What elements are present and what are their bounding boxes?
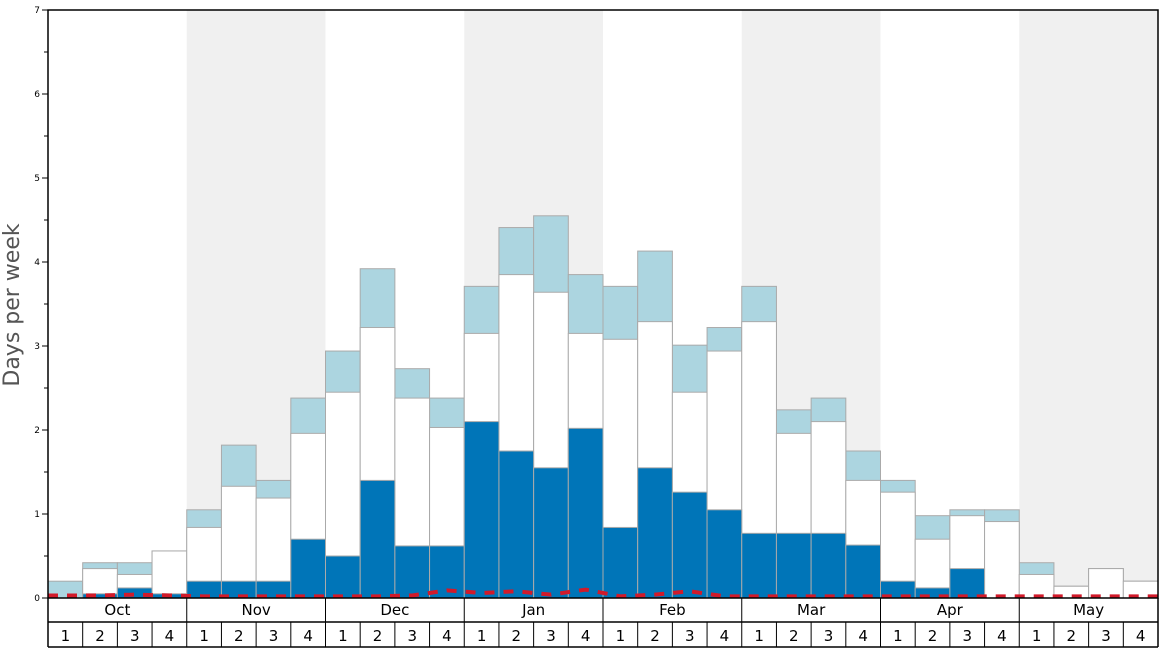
y-tick-label: 4 xyxy=(34,258,40,268)
bar-dark xyxy=(290,538,326,599)
week-label: 2 xyxy=(512,627,522,645)
bar-dark xyxy=(671,491,708,599)
week-label: 3 xyxy=(130,627,140,645)
month-label-dec: Dec xyxy=(380,601,409,619)
bar-dark xyxy=(567,427,604,599)
bar-dark xyxy=(602,526,639,599)
week-label: 1 xyxy=(477,627,487,645)
bar-dark xyxy=(637,467,673,599)
bar-dark xyxy=(741,532,777,599)
bar-dark xyxy=(533,467,569,599)
y-tick-label: 0 xyxy=(34,594,40,604)
week-label: 4 xyxy=(858,627,868,645)
dashed-series xyxy=(48,587,1158,599)
week-label: 2 xyxy=(928,627,938,645)
week-label: 3 xyxy=(685,627,695,645)
week-label: 1 xyxy=(1032,627,1042,645)
month-label-oct: Oct xyxy=(104,601,130,619)
week-label: 4 xyxy=(720,627,730,645)
y-tick-label: 6 xyxy=(34,90,40,100)
month-label-may: May xyxy=(1073,601,1104,619)
bar-dark xyxy=(325,555,361,599)
week-label: 4 xyxy=(165,627,175,645)
week-label: 4 xyxy=(581,627,591,645)
y-tick-label: 2 xyxy=(34,426,40,436)
week-label: 2 xyxy=(650,627,660,645)
week-label: 3 xyxy=(824,627,834,645)
bar-white xyxy=(1088,568,1124,599)
bar-dark xyxy=(463,421,500,599)
month-label-nov: Nov xyxy=(241,601,270,619)
week-label: 4 xyxy=(997,627,1007,645)
week-label: 1 xyxy=(754,627,764,645)
week-label: 1 xyxy=(616,627,626,645)
y-tick-label: 3 xyxy=(34,342,40,352)
bar-dark xyxy=(394,545,431,599)
week-label: 3 xyxy=(546,627,556,645)
week-label: 2 xyxy=(95,627,105,645)
week-label: 2 xyxy=(789,627,799,645)
dashed-series-line xyxy=(48,587,1158,599)
month-label-feb: Feb xyxy=(659,601,686,619)
bar-white xyxy=(984,521,1020,599)
week-label: 3 xyxy=(407,627,417,645)
month-label-mar: Mar xyxy=(797,601,826,619)
bar-dark xyxy=(949,568,986,599)
bars xyxy=(47,215,1159,599)
week-label: 2 xyxy=(234,627,244,645)
week-label: 3 xyxy=(1101,627,1111,645)
week-label: 4 xyxy=(303,627,313,645)
bar-dark xyxy=(498,450,535,599)
week-label: 4 xyxy=(1136,627,1146,645)
month-label-apr: Apr xyxy=(937,601,964,619)
y-axis: 0 1 2 3 4 5 6 7 xyxy=(34,6,48,604)
bar-white xyxy=(151,550,188,599)
bar-dark xyxy=(845,544,881,599)
month-band-may xyxy=(1019,10,1158,598)
week-label: 2 xyxy=(1067,627,1077,645)
week-label: 1 xyxy=(893,627,903,645)
y-axis-label: Days per week xyxy=(0,223,25,386)
y-tick-label: 5 xyxy=(34,174,40,184)
x-axis: Oct Nov Dec Jan Feb Mar Apr May 1 2 3 4 1 2 3 4 1 2 3 4 1 2 3 4… xyxy=(47,598,1159,648)
bar-white xyxy=(880,491,916,599)
y-tick-label: 1 xyxy=(34,510,40,520)
week-label: 1 xyxy=(338,627,348,645)
week-label: 3 xyxy=(962,627,972,645)
bar-dark xyxy=(810,532,847,599)
bar-dark xyxy=(706,509,743,599)
week-label: 2 xyxy=(373,627,383,645)
bar-dark xyxy=(775,532,812,599)
month-label-jan: Jan xyxy=(521,601,545,619)
week-label: 1 xyxy=(199,627,209,645)
week-label: 1 xyxy=(61,627,71,645)
week-label: 3 xyxy=(269,627,279,645)
bar-white xyxy=(220,485,257,599)
y-tick-label: 7 xyxy=(34,6,40,16)
bar-dark xyxy=(359,479,396,599)
week-label: 4 xyxy=(442,627,452,645)
